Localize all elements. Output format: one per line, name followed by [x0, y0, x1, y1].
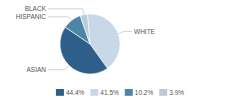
labels: WHITE ASIAN HISPANICBLACK [16, 5, 156, 73]
pie [60, 14, 120, 74]
legend-swatch [125, 89, 133, 96]
leader-line [48, 65, 69, 69]
leader-line [118, 32, 132, 34]
chart: WHITE ASIAN HISPANICBLACK 44.4% 41.5% 10.2% 3.… [0, 0, 240, 100]
legend-label: 44.4% [66, 89, 85, 96]
legend-swatch [159, 89, 167, 96]
slice-label: HISPANIC [16, 13, 47, 20]
legend-label: 41.5% [100, 89, 119, 96]
pie-slice [80, 14, 90, 44]
legend-item: 41.5% [90, 89, 119, 96]
legend-item: 44.4% [56, 89, 85, 96]
legend-swatch [56, 89, 64, 96]
leader-line [48, 17, 72, 20]
slice-label: ASIAN [26, 66, 46, 73]
legend-item: 3.9% [159, 89, 184, 96]
slice-label: WHITE [134, 28, 156, 35]
slice-label: BLACK [25, 5, 47, 12]
legend-label: 3.9% [169, 89, 184, 96]
legend-swatch [90, 89, 98, 96]
leader-line [48, 9, 84, 15]
legend: 44.4% 41.5% 10.2% 3.9% [56, 89, 184, 96]
legend-label: 10.2% [135, 89, 154, 96]
legend-item: 10.2% [125, 89, 154, 96]
